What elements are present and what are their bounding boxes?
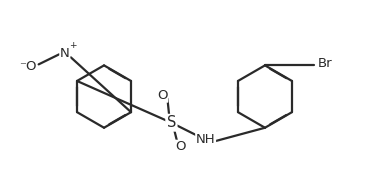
Text: O: O	[175, 140, 186, 153]
Text: +: +	[69, 41, 77, 50]
Text: S: S	[167, 115, 176, 130]
Text: O: O	[157, 89, 168, 102]
Text: N: N	[60, 47, 70, 60]
Text: NH: NH	[196, 133, 215, 146]
Text: Br: Br	[318, 57, 332, 70]
Text: ⁻O: ⁻O	[19, 60, 36, 73]
